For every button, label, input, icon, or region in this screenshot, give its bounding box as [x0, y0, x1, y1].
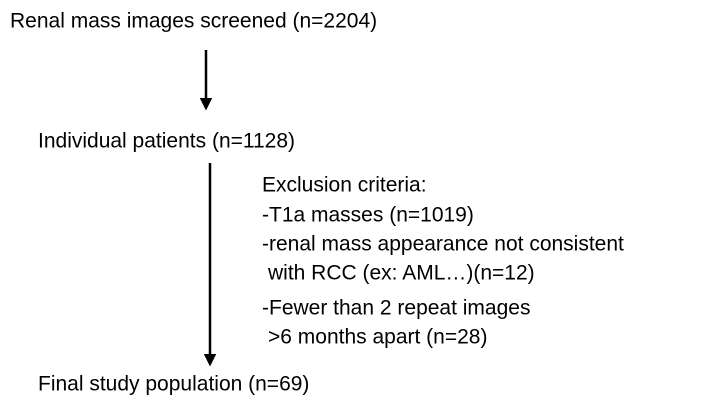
exclusion-line: with RCC (ex: AML…)(n=12) [267, 262, 535, 285]
exclusion-title: Exclusion criteria: [262, 174, 427, 197]
exclusion-line: -T1a masses (n=1019) [262, 204, 474, 227]
node-label: Renal mass images screened (n=2204) [10, 10, 377, 33]
exclusion-line: -renal mass appearance not consistent [262, 233, 624, 256]
exclusion-line: -Fewer than 2 repeat images [262, 297, 530, 320]
node-label: Individual patients (n=1128) [38, 130, 295, 153]
exclusion-line: >6 months apart (n=28) [268, 326, 487, 349]
node-label: Final study population (n=69) [38, 373, 309, 396]
